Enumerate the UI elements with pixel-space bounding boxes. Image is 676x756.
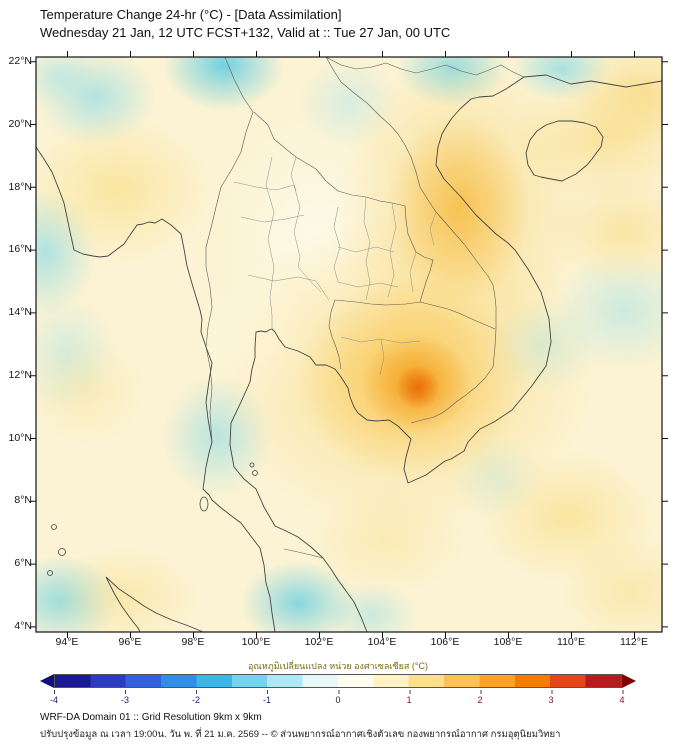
colorbar-tick: 4 (619, 690, 625, 705)
colorbar-tick: 1 (406, 690, 412, 705)
colorbar (40, 674, 636, 688)
lon-label-104e: 104°E (367, 636, 397, 648)
lat-label-12n: 12°N (8, 369, 32, 381)
colorbar-tick: 2 (477, 690, 483, 705)
colorbar-tick: -3 (120, 690, 130, 705)
coastline-west-path (35, 146, 276, 633)
lat-label-10n: 10°N (8, 432, 32, 444)
lat-label-16n: 16°N (8, 243, 32, 255)
map-frame (35, 56, 663, 633)
lon-label-106e: 106°E (430, 636, 460, 648)
colorbar-over-arrow (622, 674, 636, 688)
lon-label-96e: 96°E (118, 636, 142, 648)
colorbar-tick: 0 (335, 690, 341, 705)
coastline-path (229, 74, 663, 633)
lon-label-94e: 94°E (55, 636, 79, 648)
hainan-island-path (525, 120, 604, 182)
lat-label-22n: 22°N (8, 55, 32, 67)
lon-label-108e: 108°E (493, 636, 523, 648)
colorbar-under-arrow (40, 674, 54, 688)
footer-update-info: ปรับปรุงข้อมูล ณ เวลา 19:00น. วัน พ. ที่… (40, 729, 561, 740)
small-islands (47, 462, 258, 576)
map-overlay-svg (30, 51, 668, 638)
colorbar-title: อุณหภูมิเปลี่ยนแปลง หน่วย องศาเซลเซียส (… (248, 661, 428, 671)
lon-label-102e: 102°E (304, 636, 334, 648)
lon-label-110e: 110°E (557, 636, 585, 648)
lat-label-8n: 8°N (14, 494, 32, 506)
axis-ticks (30, 51, 668, 638)
colorbar-gradient (54, 674, 622, 688)
lon-label-112e: 112°E (620, 636, 648, 648)
lat-label-18n: 18°N (8, 181, 32, 193)
footer-domain-info: WRF-DA Domain 01 :: Grid Resolution 9km … (40, 712, 262, 723)
page-title: Temperature Change 24-hr (°C) - [Data As… (40, 7, 342, 22)
page-subtitle: Wednesday 21 Jan, 12 UTC FCST+132, Valid… (40, 25, 451, 40)
lon-label-100e: 100°E (241, 636, 271, 648)
colorbar-tick-labels: -4 -3 -2 -1 0 1 2 3 4 (50, 690, 625, 707)
sumatra-coast-path (105, 576, 204, 633)
colorbar-tick: -1 (262, 690, 272, 705)
lon-label-98e: 98°E (181, 636, 205, 648)
country-border-path (205, 56, 525, 559)
province-borders-path (233, 156, 437, 376)
lat-label-6n: 6°N (14, 557, 32, 569)
lat-label-20n: 20°N (8, 118, 32, 130)
colorbar-tick: -4 (49, 690, 59, 705)
map-plot (30, 51, 668, 638)
colorbar-tick: 3 (548, 690, 554, 705)
lat-label-4n: 4°N (14, 620, 32, 632)
lat-label-14n: 14°N (8, 306, 32, 318)
colorbar-tick: -2 (191, 690, 201, 705)
